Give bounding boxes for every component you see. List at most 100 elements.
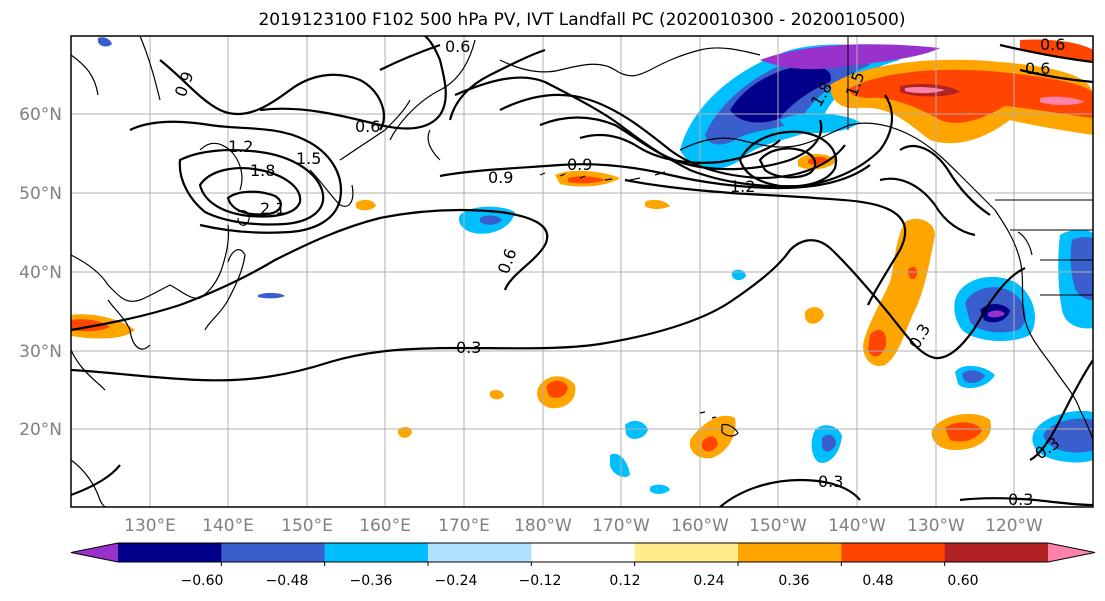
contour-gulf-ridge bbox=[879, 145, 991, 237]
contour-0.9-west bbox=[159, 59, 385, 131]
lon-label: 120°W bbox=[985, 516, 1043, 536]
latitude-labels: 60°N 50°N 40°N 30°N 20°N bbox=[19, 105, 62, 440]
positive-anomaly-small-165 bbox=[645, 199, 670, 209]
positive-anomaly-pink-west bbox=[905, 86, 945, 94]
negative-anomaly-tropical-d bbox=[650, 484, 670, 494]
lon-label: 130°E bbox=[124, 516, 176, 536]
contour-label: 0.6 bbox=[445, 37, 470, 56]
negative-anomaly-alaska-core bbox=[730, 65, 831, 123]
positive-anomaly-tropical-125w-core bbox=[945, 422, 982, 442]
contour-0.6-main bbox=[71, 178, 907, 332]
colorbar-tick-label: 0.24 bbox=[693, 573, 724, 589]
positive-anomaly-kamchatka bbox=[356, 199, 376, 211]
positive-anomaly-westcoast-top bbox=[908, 266, 918, 280]
colorbar-tick-label: 0.12 bbox=[609, 573, 640, 589]
contour-label: 1.2 bbox=[228, 137, 253, 156]
contour-alaska-outer bbox=[454, 76, 893, 188]
pv-contours bbox=[71, 36, 1093, 507]
lon-label: 160°W bbox=[671, 516, 729, 536]
lon-label: 170°E bbox=[438, 516, 490, 536]
colorbar-tick-labels: −0.60 −0.48 −0.36 −0.24 −0.12 0.12 0.24 … bbox=[181, 573, 979, 589]
coast-siberia bbox=[389, 39, 476, 161]
lat-label: 60°N bbox=[19, 105, 62, 125]
colorbar-segment bbox=[841, 543, 946, 562]
coast-hawaii bbox=[699, 411, 739, 437]
contour-label: 0.9 bbox=[488, 168, 513, 187]
contour-label: 0.3 bbox=[1008, 490, 1033, 509]
positive-anomaly-westcoast-band bbox=[863, 218, 935, 366]
lon-label: 150°W bbox=[749, 516, 807, 536]
coast-kamchatka bbox=[309, 99, 411, 207]
colorbar-tick-label: 0.60 bbox=[947, 573, 978, 589]
shaded-anomalies bbox=[71, 37, 1093, 494]
positive-anomaly-pink-east bbox=[1040, 96, 1085, 105]
contour-label: 1.2 bbox=[730, 177, 755, 196]
contour-label: 0.3 bbox=[818, 472, 843, 491]
positive-anomaly-small-145w bbox=[805, 307, 824, 324]
contour-0.9-central bbox=[439, 163, 871, 190]
contour-label: 0.6 bbox=[355, 117, 380, 136]
colorbar-segment bbox=[531, 543, 636, 562]
contour-label: 0.6 bbox=[1040, 35, 1065, 54]
positive-anomaly-westcoast-core bbox=[868, 329, 887, 357]
colorbar-tick-label: −0.48 bbox=[266, 573, 309, 589]
colorbar-tick-label: 0.36 bbox=[778, 573, 809, 589]
contour-0.3-east bbox=[1029, 359, 1093, 461]
negative-anomaly-topleft bbox=[98, 37, 112, 47]
contour-0.6-north bbox=[259, 36, 447, 130]
positive-anomaly-tropical-hawaii-core bbox=[702, 436, 718, 452]
coastlines bbox=[71, 36, 1093, 507]
contour-alaska-high bbox=[738, 130, 838, 188]
coast-na-west bbox=[994, 209, 1093, 441]
contour-1.8-west bbox=[198, 167, 302, 218]
coast-asia bbox=[71, 36, 243, 507]
contour-ne-corner bbox=[999, 43, 1093, 84]
colorbar-tick-label: −0.12 bbox=[519, 573, 562, 589]
negative-anomaly-cal-purple bbox=[988, 310, 1005, 318]
lon-label: 160°E bbox=[359, 516, 411, 536]
colorbar-extend-high bbox=[1048, 543, 1095, 562]
contour-label: 2.1 bbox=[260, 199, 285, 218]
negative-anomaly-us-northeast-mid bbox=[1070, 237, 1093, 300]
contour-2.1-west bbox=[226, 190, 282, 216]
lat-label: 30°N bbox=[19, 342, 62, 362]
contour-0.3-main bbox=[71, 239, 1026, 382]
contour-alaska-rings bbox=[499, 93, 846, 180]
map-content: 0.9 1.2 1.8 1.5 2.1 0.6 0.6 0.9 0.9 0.6 … bbox=[71, 35, 1093, 509]
lon-label: 130°W bbox=[907, 516, 965, 536]
colorbar-outline bbox=[70, 542, 1096, 563]
positive-anomaly-small-155e bbox=[398, 426, 412, 438]
positive-anomaly-small-175e bbox=[490, 389, 504, 400]
colorbar-segment bbox=[944, 543, 1049, 562]
contour-north-rings bbox=[379, 43, 546, 121]
land-border-canada-us bbox=[995, 199, 1093, 296]
colorbar-tick-label: −0.60 bbox=[181, 573, 224, 589]
negative-anomaly-alaska-purple bbox=[760, 44, 940, 70]
coast-aleutians bbox=[539, 171, 666, 181]
colorbar-tick-label: −0.24 bbox=[435, 573, 478, 589]
negative-anomaly-small-145e bbox=[258, 292, 285, 299]
positive-anomaly-aleutian-core bbox=[568, 176, 605, 184]
lat-label: 50°N bbox=[19, 184, 62, 204]
contour-label: 0.6 bbox=[1025, 59, 1050, 78]
negative-anomaly-small-130w-core bbox=[962, 370, 985, 384]
negative-anomaly-tropical-c-core bbox=[822, 434, 836, 452]
contour-1.2-west bbox=[129, 120, 343, 234]
colorbar-segment bbox=[738, 543, 842, 562]
colorbar-segment bbox=[118, 543, 222, 562]
negative-anomaly-midpac-core bbox=[480, 215, 502, 225]
lon-label: 170°W bbox=[592, 516, 650, 536]
negative-anomaly-tropical-a bbox=[625, 420, 648, 439]
negative-anomaly-tropical-b bbox=[610, 453, 630, 477]
colorbar-extend-low bbox=[71, 543, 118, 562]
lon-label: 150°E bbox=[281, 516, 333, 536]
lon-label: 180°W bbox=[514, 516, 572, 536]
colorbar bbox=[70, 542, 1096, 566]
colorbar-tick-label: 0.48 bbox=[862, 573, 893, 589]
lon-label: 140°E bbox=[202, 516, 254, 536]
positive-anomaly-tropical-170w-core bbox=[546, 380, 568, 398]
colorbar-segment bbox=[428, 543, 532, 562]
lon-label: 140°W bbox=[828, 516, 886, 536]
colorbar-segment bbox=[324, 543, 429, 562]
